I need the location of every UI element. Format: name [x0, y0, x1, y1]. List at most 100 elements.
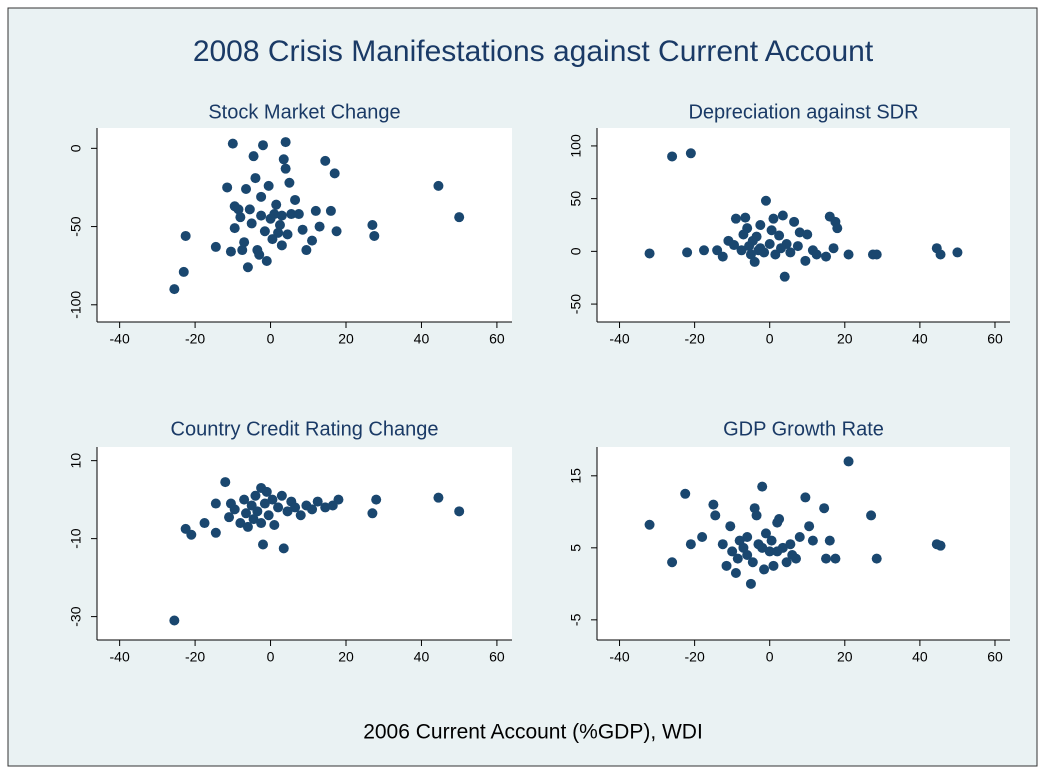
scatter-point [708, 499, 719, 510]
scatter-point [242, 521, 253, 532]
scatter-point [433, 180, 444, 191]
scatter-point [952, 247, 963, 258]
scatter-point [282, 506, 293, 517]
scatter-point [258, 539, 268, 550]
scatter-point [271, 199, 282, 210]
scatter-point [828, 243, 839, 254]
scatter-point [263, 180, 274, 191]
x-axis-note: 2006 Current Account (%GDP), WDI [363, 721, 703, 744]
scatter-point [224, 512, 235, 523]
panel-title: GDP Growth Rate [723, 418, 884, 440]
scatter-point [768, 213, 779, 224]
x-tick-label: 40 [414, 649, 430, 665]
scatter-point [935, 540, 946, 551]
scatter-point [367, 220, 378, 230]
scatter-point [824, 535, 835, 546]
scatter-point [779, 271, 790, 282]
scatter-point [276, 490, 287, 501]
scatter-point [242, 262, 253, 273]
scatter-point [169, 615, 180, 626]
scatter-point [273, 502, 284, 513]
scatter-point [307, 504, 318, 515]
scatter-point [248, 151, 259, 162]
x-tick-label: 0 [766, 331, 774, 347]
scatter-point [757, 481, 768, 492]
scatter-point [307, 235, 318, 246]
scatter-point [667, 557, 678, 568]
scatter-point [244, 204, 255, 215]
scatter-point [749, 256, 760, 267]
scatter-point [729, 240, 740, 251]
scatter-point [220, 477, 231, 488]
scatter-point [273, 227, 284, 238]
scatter-point [233, 204, 244, 215]
scatter-point [755, 220, 766, 230]
scatter-point [210, 241, 221, 252]
scatter-point [843, 456, 854, 467]
scatter-point [310, 205, 321, 216]
scatter-point [785, 247, 796, 258]
scatter-point [210, 498, 221, 509]
scatter-point [278, 154, 289, 165]
y-tick-label: 5 [568, 544, 584, 552]
scatter-point [774, 230, 785, 241]
scatter-point [280, 137, 291, 148]
scatter-point [180, 230, 191, 241]
scatter-point [295, 510, 306, 521]
scatter-point [725, 521, 736, 532]
scatter-point [800, 255, 811, 266]
scatter-point [314, 221, 325, 232]
scatter-point [280, 163, 291, 174]
scatter-point [794, 227, 805, 238]
scatter-point [256, 518, 267, 529]
x-tick-label: 40 [414, 331, 430, 347]
scatter-point [755, 243, 766, 254]
scatter-point [734, 535, 745, 546]
scatter-point [789, 216, 800, 227]
scatter-point [871, 553, 882, 564]
scatter-point [256, 191, 267, 202]
scatter-point [325, 205, 336, 216]
scatter-point [286, 209, 297, 220]
scatter-point [261, 255, 272, 266]
scatter-point [258, 140, 268, 151]
scatter-point [685, 539, 696, 550]
scatter-point [301, 245, 312, 256]
scatter-point [751, 231, 762, 242]
scatter-point [781, 557, 792, 568]
scatter-point [667, 151, 678, 162]
scatter-point [766, 225, 777, 236]
scatter-point [727, 546, 738, 557]
x-tick-label: 60 [489, 331, 505, 347]
scatter-point [717, 251, 728, 262]
scatter-point [819, 503, 830, 514]
plot-region [97, 128, 512, 322]
scatter-point [935, 249, 946, 260]
scatter-point [333, 494, 344, 505]
scatter-point [331, 226, 342, 237]
scatter-point [274, 220, 285, 230]
panel-title: Depreciation against SDR [688, 101, 918, 123]
scatter-point [284, 177, 295, 188]
x-tick-label: 0 [766, 649, 774, 665]
scatter-point [229, 504, 240, 515]
scatter-point [732, 553, 743, 564]
scatter-point [804, 521, 815, 532]
scatter-point [454, 212, 465, 223]
scatter-point [178, 266, 189, 277]
scatter-point [807, 535, 818, 546]
scatter-point [235, 212, 246, 223]
scatter-point [278, 543, 289, 554]
scatter-point [261, 486, 272, 497]
scatter-point [241, 184, 252, 195]
y-tick-label: 0 [68, 144, 84, 152]
scatter-point [685, 148, 696, 159]
scatter-point [747, 557, 758, 568]
x-tick-label: 20 [837, 649, 853, 665]
x-tick-label: -40 [609, 331, 629, 347]
scatter-point [433, 492, 444, 503]
scatter-point [745, 249, 756, 260]
scatter-point [644, 519, 655, 530]
x-tick-label: 40 [912, 331, 928, 347]
scatter-point [222, 182, 233, 193]
